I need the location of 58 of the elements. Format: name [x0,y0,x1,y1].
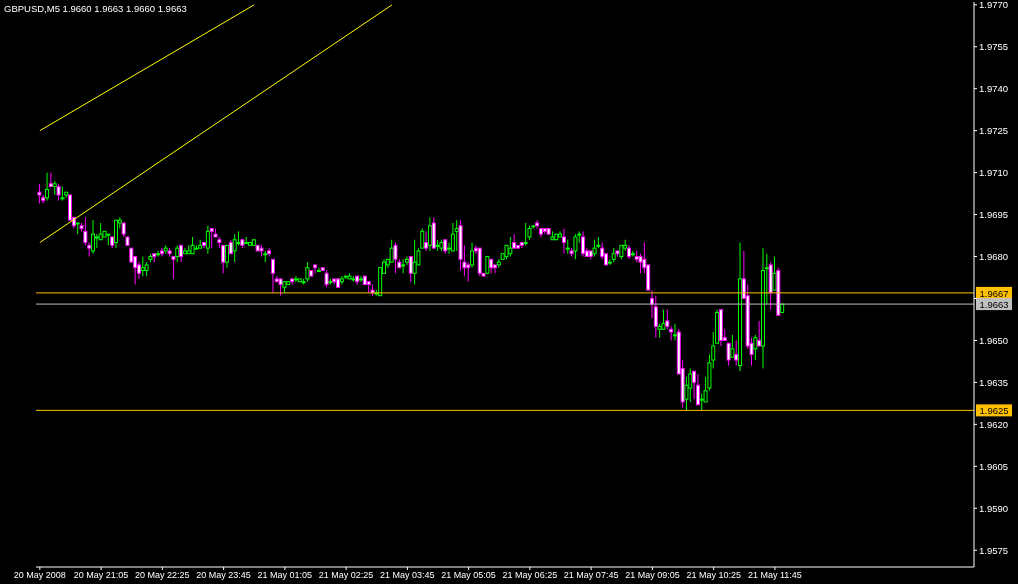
x-tick-label: 21 May 01:05 [257,570,313,581]
candlestick [267,247,272,258]
candlestick [450,222,455,252]
candlestick [225,244,230,269]
candlestick [293,275,298,283]
y-tick-label: 1.9725 [979,125,1009,137]
x-tick-label: 20 May 21:05 [73,570,129,581]
candlestick [730,334,735,358]
x-tick-label: 20 May 2008 [13,570,66,581]
x-tick-label: 21 May 03:45 [380,570,435,581]
candlestick [156,250,161,258]
y-tick-label: 1.9575 [979,544,1009,556]
y-tick-label: 1.9590 [979,502,1009,514]
x-tick-label: 21 May 10:25 [686,570,741,581]
x-tick-label: 20 May 23:45 [196,570,251,581]
candlestick [753,334,758,361]
candlestick [313,264,318,274]
y-tick-label: 1.9770 [979,0,1009,11]
ref-line-label: 1.9663 [979,299,1009,311]
candlestick [48,172,53,188]
ref-line-label: 1.9667 [979,287,1009,299]
candlestick [389,239,394,263]
candlestick [159,247,164,258]
x-tick-label: 21 May 11:45 [747,570,802,581]
candlestick [466,261,471,283]
candlestick [427,216,432,252]
y-tick-label: 1.9620 [979,418,1009,430]
x-tick-label: 21 May 02:25 [318,570,374,581]
x-tick-label: 21 May 06:25 [502,570,558,581]
chart-title: GBPUSD,M5 1.9660 1.9663 1.9660 1.9663 [4,3,187,14]
x-tick-label: 20 May 22:25 [135,570,190,581]
y-tick-label: 1.9635 [979,376,1009,388]
candlestick [270,258,275,294]
candlestick [290,278,295,285]
y-tick-label: 1.9695 [979,208,1009,220]
candlestick [772,256,777,291]
y-tick-label: 1.9740 [979,83,1009,95]
candlestick [339,275,344,285]
candlestick [316,267,321,273]
candlestick [726,342,731,367]
candlestick [209,228,214,249]
y-tick-label: 1.9605 [979,460,1009,472]
candlestick [757,320,762,347]
candlestick [734,339,739,367]
candlestick [401,258,406,274]
y-tick-label: 1.9755 [979,41,1009,53]
x-tick-label: 21 May 09:05 [625,570,680,581]
x-tick-label: 21 May 07:45 [563,570,619,581]
y-tick-label: 1.9650 [979,334,1009,346]
x-tick-label: 21 May 05:05 [441,570,496,581]
candlestick [45,172,50,202]
y-tick-label: 1.9710 [979,166,1009,178]
candlestick [695,373,700,406]
y-tick-label: 1.9680 [979,250,1009,262]
candlestick [424,230,429,252]
candlestick [558,230,563,238]
ref-line-label: 1.9625 [979,405,1009,417]
candlestick [561,228,566,255]
